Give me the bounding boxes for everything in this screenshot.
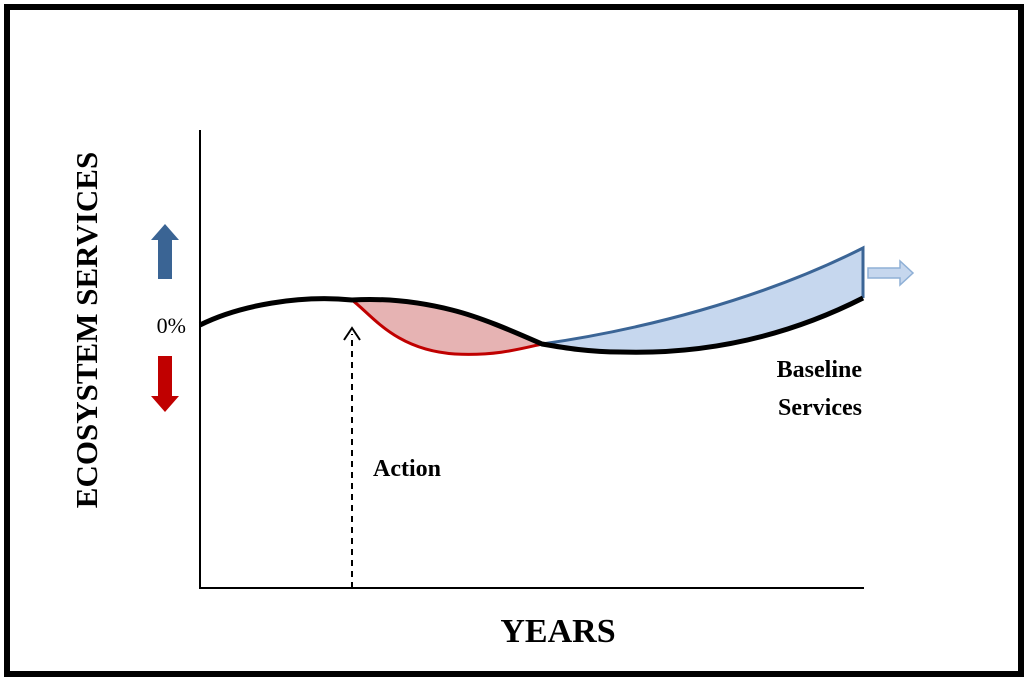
loss-area — [352, 299, 542, 355]
action-arrowhead-icon — [343, 326, 361, 341]
action-label: Action — [373, 456, 441, 482]
arrow-down-icon — [151, 356, 179, 412]
y-axis-label: ECOSYSTEM SERVICES — [69, 152, 104, 508]
baseline-label-line1: Baseline — [777, 357, 863, 383]
x-axis-label: YEARS — [500, 613, 615, 650]
baseline-curve — [198, 295, 865, 355]
gain-curve — [541, 245, 865, 346]
baseline-label-line2: Services — [778, 395, 862, 421]
zero-percent-label: 0% — [157, 313, 186, 338]
arrow-up-icon — [151, 224, 179, 279]
loss-curve — [351, 298, 543, 356]
arrow-right-icon — [867, 259, 915, 287]
gain-area — [542, 248, 863, 353]
